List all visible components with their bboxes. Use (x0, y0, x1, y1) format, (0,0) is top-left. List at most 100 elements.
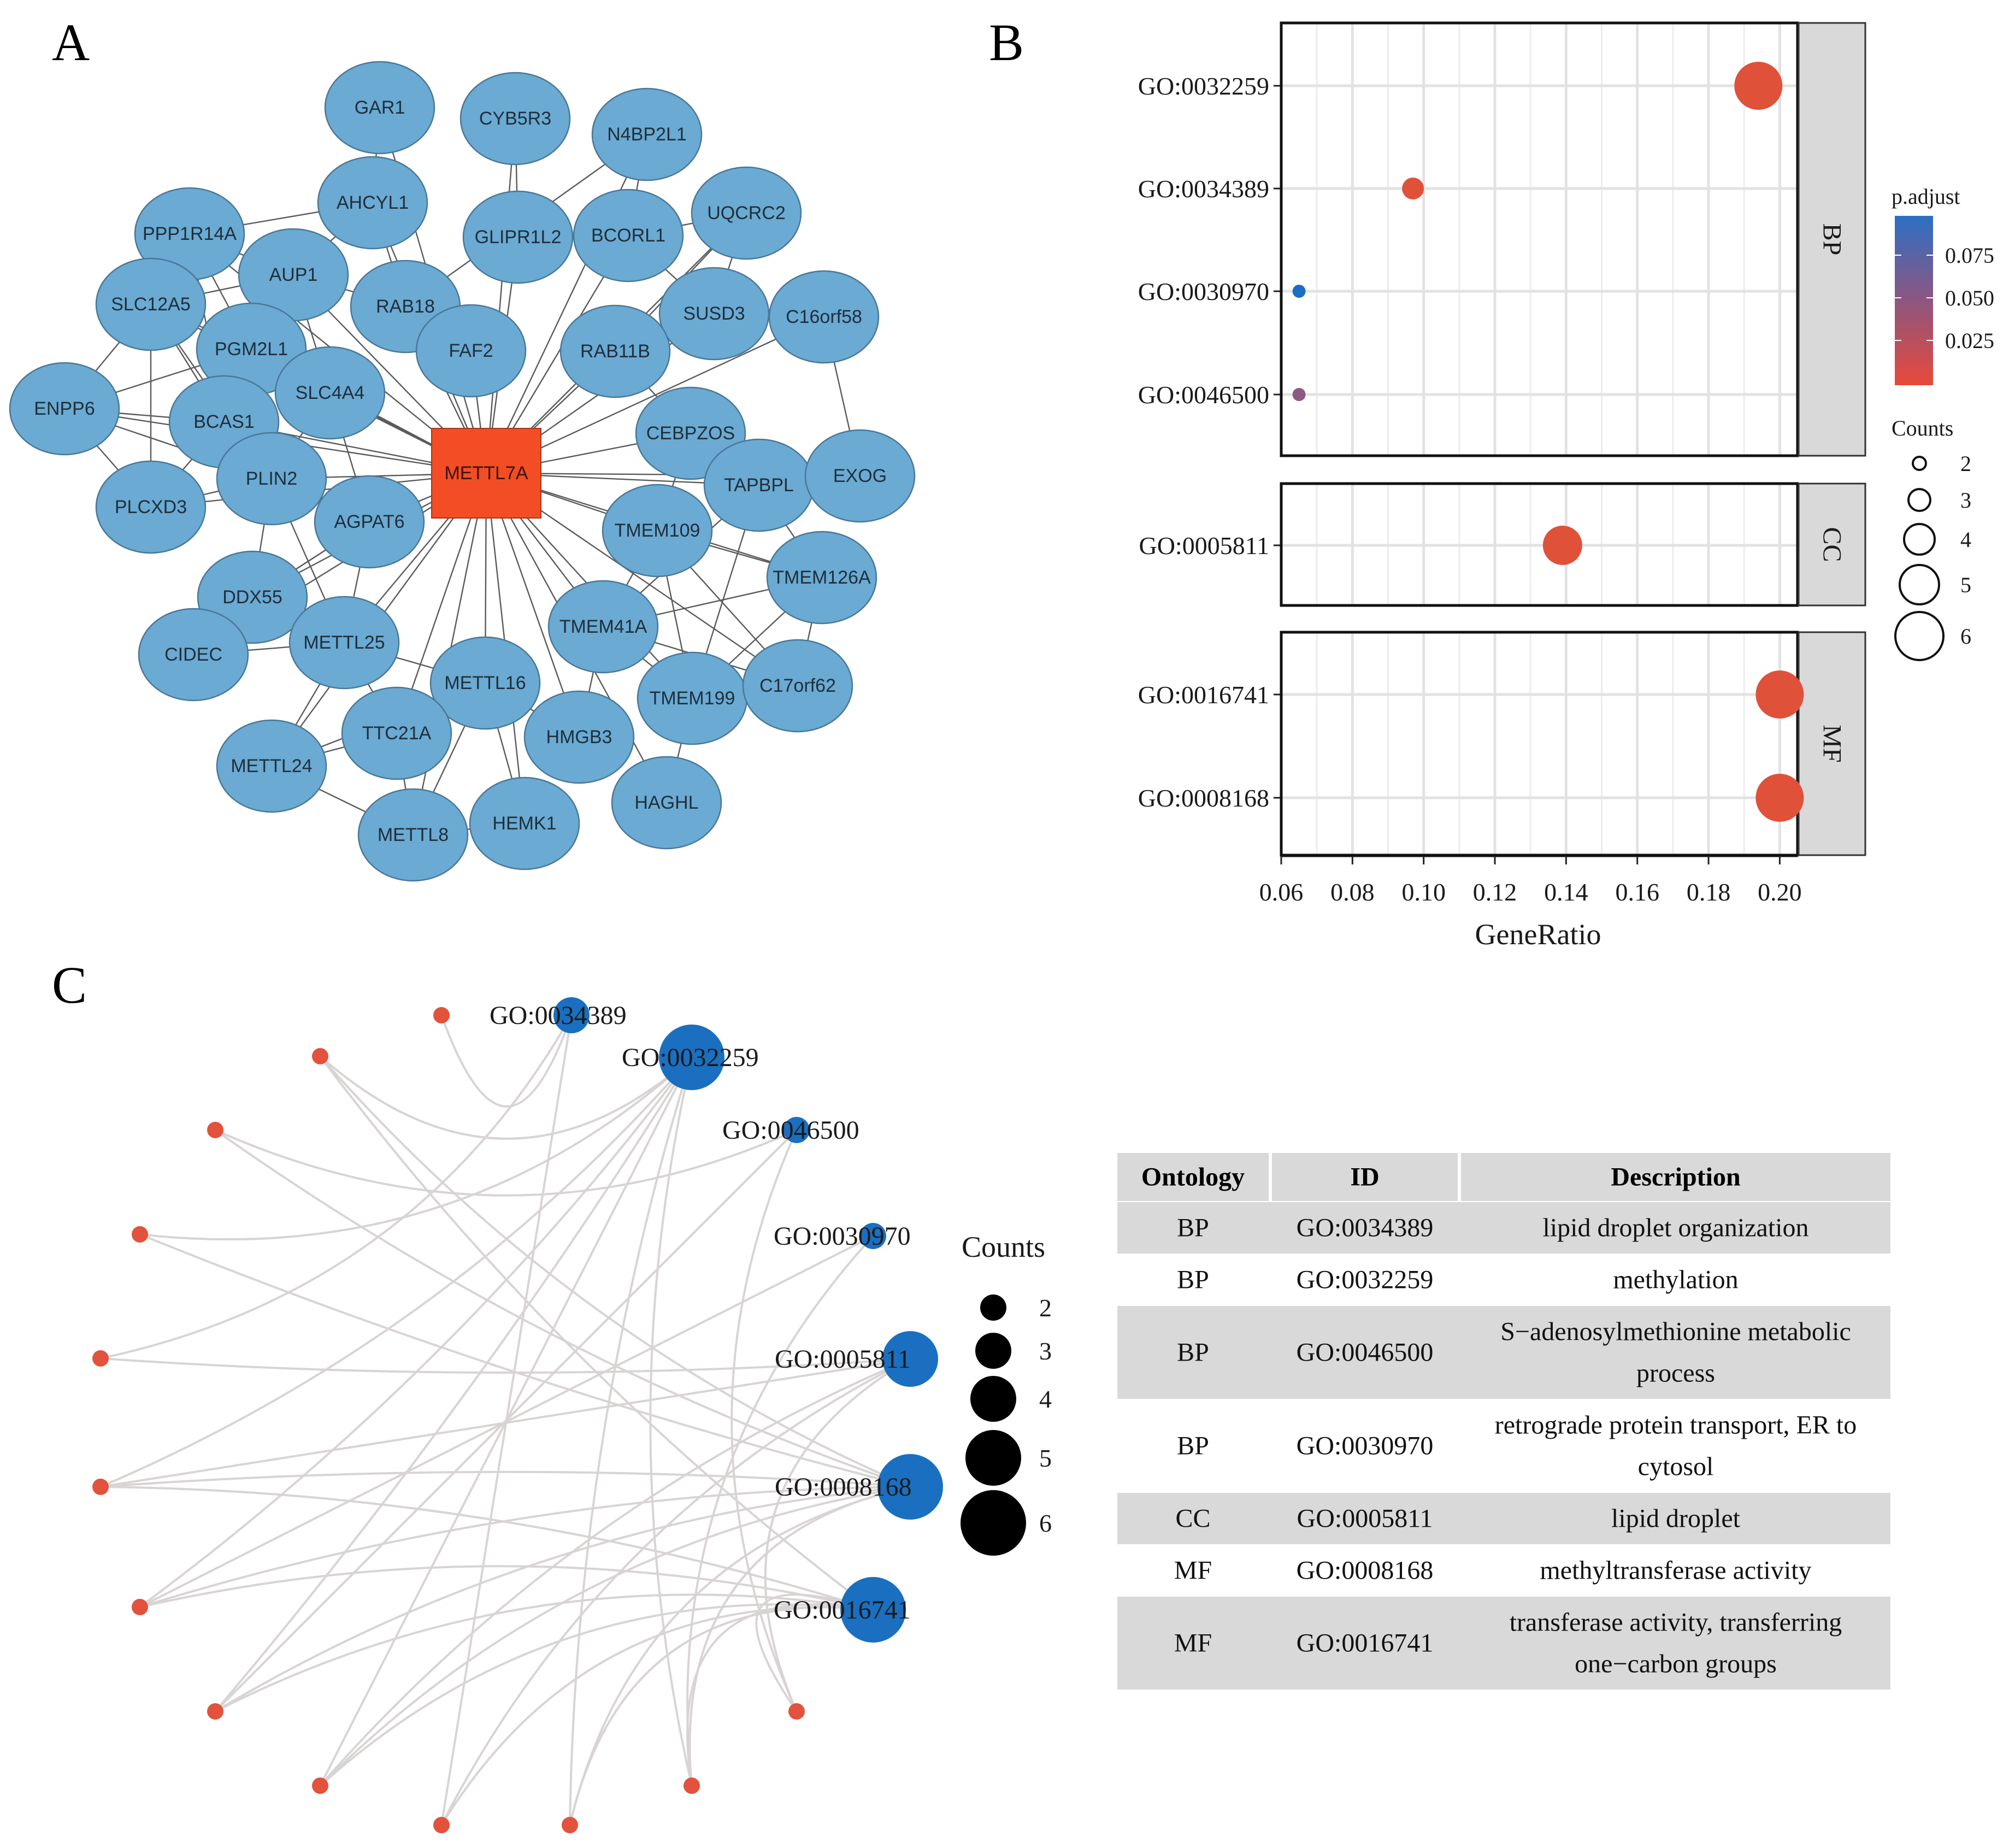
color-legend-label: 0.050 (1945, 286, 1994, 310)
gene-node-label: DDX55 (222, 587, 282, 608)
cnet-gene-node-9 (312, 1778, 328, 1794)
gene-node-mettl8: METTL8 (357, 788, 469, 882)
cnet-edge (100, 1358, 911, 1488)
cnet-edge (730, 1129, 798, 1712)
dot-go-0030970 (1292, 285, 1306, 298)
table-row-background (1117, 1597, 1890, 1690)
gene-node-shape (462, 190, 574, 284)
cnet-legend-circle (965, 1430, 1021, 1486)
dot-plot-legend: p.adjust 0.075 0.050 0.025 Counts 2 3 4 5 6 (1892, 184, 1994, 661)
size-legend-circle (1903, 523, 1936, 556)
gene-node-uqcrc2: UQCRC2 (691, 166, 802, 260)
color-legend-label: 0.025 (1945, 328, 1994, 353)
gene-node-haghl: HAGHL (611, 756, 722, 850)
gene-node-label: SUSD3 (683, 303, 745, 324)
gene-node-shape (216, 432, 327, 526)
hub-node-label: METTL7A (444, 463, 528, 484)
gene-node-shape (768, 270, 880, 364)
cnet-edge (688, 1486, 911, 1786)
cnet-go-node (882, 1331, 938, 1387)
x-tick-label: 0.16 (1615, 878, 1659, 906)
gene-node-label: TMEM126A (773, 567, 871, 588)
gene-node-shape (523, 690, 635, 784)
cnet-edge (440, 1015, 573, 1108)
cnet-legend-label: 4 (1039, 1385, 1052, 1413)
cnet-go-label: GO:0008168 (775, 1473, 912, 1502)
y-tick-label-go-0030970: GO:0030970 (1138, 278, 1269, 305)
gene-node-shape (469, 776, 580, 870)
cnet-gene-node-8 (207, 1703, 223, 1720)
cnet-gene-node-6 (92, 1479, 109, 1495)
cnet-go-go-0016741: GO:0016741 (774, 1577, 911, 1643)
cnet-edge (569, 1606, 874, 1826)
gene-node-glipr1l2: GLIPR1L2 (462, 190, 574, 284)
network-nodes: GAR1 CYB5R3 N4BP2L1 AHCYL1 PPP1R14A GLIPR1L2 B… (9, 61, 916, 882)
gene-node-shape (429, 636, 541, 730)
cnet-edge (755, 1593, 874, 1712)
gene-node-shape (602, 484, 713, 578)
table-cell-ontology: BP (1177, 1214, 1209, 1243)
cnet-legend-label: 3 (1039, 1337, 1052, 1365)
cnet-edge (319, 1603, 874, 1787)
color-legend-label: 0.075 (1945, 243, 1994, 268)
table-header-id: ID (1350, 1163, 1379, 1192)
gene-node-label: TMEM199 (650, 688, 735, 709)
cnet-edge (764, 1358, 911, 1712)
y-tick-label-go-0046500: GO:0046500 (1138, 381, 1269, 409)
gene-node-label: BCORL1 (591, 225, 665, 246)
gene-node-label: METTL16 (444, 673, 526, 693)
gene-node-label: AHCYL1 (337, 192, 409, 213)
gene-node-shape (766, 531, 877, 625)
gene-node-tmem41a: TMEM41A (547, 580, 659, 674)
cnet-edge (139, 1565, 874, 1611)
gene-node-shape (547, 580, 659, 674)
gene-node-label: HMGB3 (546, 727, 612, 748)
gene-node-ppp1r14a: PPP1R14A (134, 187, 245, 281)
panel-label-b: B (989, 13, 1024, 72)
gene-node-plcxd3: PLCXD3 (95, 460, 207, 554)
facet-border (1280, 482, 1799, 607)
gene-node-shape (138, 608, 249, 702)
dot-go-0032259 (1734, 62, 1783, 110)
cnet-edge (139, 1233, 911, 1488)
size-legend-label: 2 (1960, 451, 1971, 476)
size-legend-circle (1894, 611, 1945, 661)
cnet-go-node (783, 1117, 810, 1143)
gene-node-faf2: FAF2 (415, 304, 527, 398)
gene-node-label: PPP1R14A (143, 223, 237, 244)
table-row-background (1117, 1306, 1890, 1399)
cnet-edge (100, 1015, 573, 1359)
x-tick-label: 0.06 (1259, 878, 1304, 906)
table-cell-id: GO:0034389 (1297, 1214, 1434, 1243)
table-row: MF GO:0008168 methyltransferase activity (1174, 1556, 1812, 1585)
gene-node-shape (357, 788, 469, 882)
gene-node-shape (415, 304, 527, 398)
gene-node-label: GAR1 (355, 97, 405, 118)
gene-node-tmem126a: TMEM126A (766, 531, 877, 625)
table-cell-id: GO:0016741 (1297, 1629, 1434, 1658)
cnet-edge (214, 1486, 911, 1712)
table-cell-ontology: BP (1177, 1338, 1209, 1367)
cnet-edge (214, 1129, 911, 1488)
color-legend-bar (1895, 216, 1933, 385)
table-header-cell (1272, 1153, 1458, 1201)
size-legend-circle (1912, 456, 1927, 471)
gene-node-label: EXOG (833, 466, 887, 486)
y-tick-label-go-0032259: GO:0032259 (1138, 72, 1269, 100)
cnet-go-label: GO:0016741 (774, 1596, 911, 1625)
facet-strip-label: MF (1818, 725, 1847, 762)
facet-cc: GO:0005811 CC (1139, 482, 1866, 607)
facet-strip-label: BP (1818, 223, 1847, 256)
gene-node-label: RAB11B (580, 341, 650, 362)
gene-node-shape (691, 166, 802, 260)
gene-node-pgm2l1: PGM2L1 (196, 302, 307, 396)
x-axis-label: GeneRatio (1475, 918, 1601, 951)
dot-go-0008168 (1755, 774, 1804, 822)
cnet-go-nodes: GO:0034389 GO:0032259 GO:0046500 GO:0030970… (490, 997, 943, 1643)
table-cell-description: methylation (1613, 1266, 1738, 1294)
gene-node-ttc21a: TTC21A (341, 686, 452, 780)
dot-go-0016741 (1755, 670, 1804, 719)
cnet-edge (214, 1056, 693, 1712)
gene-node-shape (611, 756, 722, 850)
